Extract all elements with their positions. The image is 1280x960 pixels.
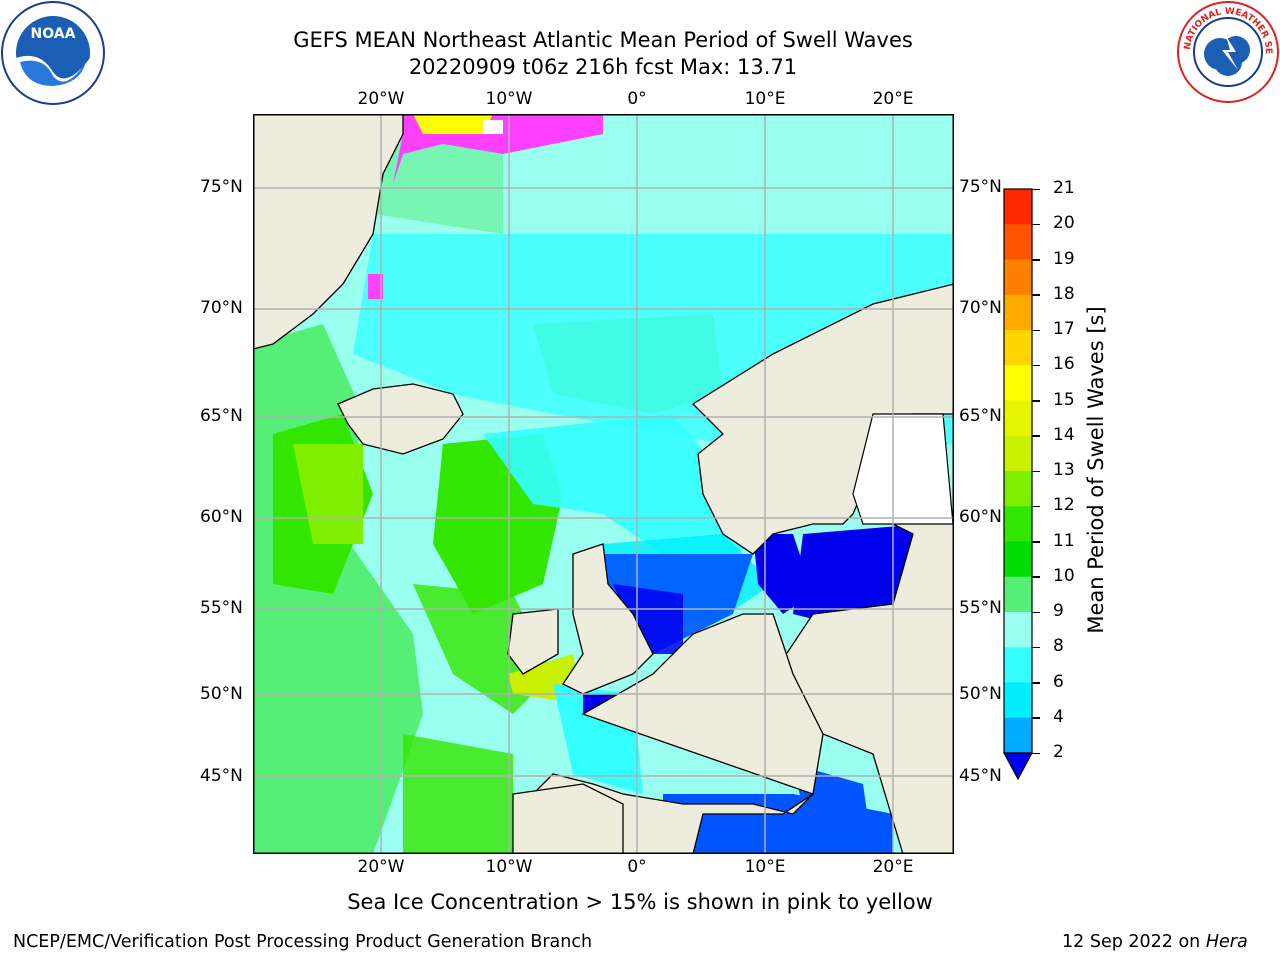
lat-label-left-45n: 45°N xyxy=(200,766,243,786)
colorbar-tick-label: 8 xyxy=(1053,636,1064,657)
colorbar-bin xyxy=(1004,506,1032,542)
footer-date-text: 12 Sep 2022 on xyxy=(1062,932,1206,952)
chart-title: GEFS MEAN Northeast Atlantic Mean Period… xyxy=(293,28,913,52)
iceland xyxy=(337,383,464,455)
footer-date: 12 Sep 2022 on Hera xyxy=(1062,932,1248,952)
land xyxy=(253,114,954,854)
lon-label-top-20w: 20°W xyxy=(357,89,405,109)
footer-host: Hera xyxy=(1205,932,1248,952)
map xyxy=(253,114,954,854)
lon-label-bottom-10w: 10°W xyxy=(485,857,533,877)
colorbar-bin xyxy=(1004,717,1032,754)
lat-label-right-70n: 70°N xyxy=(959,298,1002,318)
gridlines xyxy=(253,114,954,854)
colorbar-bin xyxy=(1004,189,1032,225)
lon-label-bottom-20e: 20°E xyxy=(872,857,914,877)
colorbar-bin xyxy=(1004,576,1032,613)
colorbar-tick-mark xyxy=(1032,188,1040,190)
colorbar-tick-label: 17 xyxy=(1053,319,1075,339)
colorbar xyxy=(1002,188,1034,781)
colorbar-tick-mark xyxy=(1032,505,1040,508)
colorbar-tick-mark xyxy=(1032,223,1040,226)
lon-label-top-10w: 10°W xyxy=(485,89,533,109)
colorbar-tick-label: 2 xyxy=(1053,742,1064,762)
colorbar-tick-mark xyxy=(1032,611,1040,613)
lat-label-right-45n: 45°N xyxy=(959,766,1002,786)
colorbar-tick-label: 19 xyxy=(1053,248,1075,269)
colorbar-bin xyxy=(1004,612,1032,648)
greenland xyxy=(253,114,404,350)
colorbar-tick-mark xyxy=(1032,294,1040,296)
colorbar-bin xyxy=(1004,365,1032,401)
gulf-of-bothnia xyxy=(852,413,954,525)
colorbar-tick-mark xyxy=(1032,259,1040,261)
colorbar-bin xyxy=(1004,400,1032,437)
colorbar-tick-mark xyxy=(1032,682,1040,684)
lon-label-bottom-20w: 20°W xyxy=(357,857,405,877)
colorbar-tick-label: 6 xyxy=(1053,671,1064,692)
colorbar-bin xyxy=(1004,435,1032,472)
nws-logo-icon: NATIONAL WEATHER SERVICE xyxy=(1176,0,1279,103)
lon-label-bottom-10e: 10°E xyxy=(744,857,786,877)
lat-label-left-70n: 70°N xyxy=(200,298,243,318)
lat-label-right-55n: 55°N xyxy=(959,598,1002,618)
colorbar-tick-label: 11 xyxy=(1053,530,1075,551)
colorbar-tick-label: 13 xyxy=(1053,460,1075,480)
colorbar-tick-mark xyxy=(1032,470,1040,472)
colorbar-tick-label: 15 xyxy=(1053,389,1075,410)
colorbar-tick-label: 12 xyxy=(1053,495,1075,516)
colorbar-tick-mark xyxy=(1032,576,1040,578)
lat-label-left-55n: 55°N xyxy=(200,598,243,618)
colorbar-bin xyxy=(1004,471,1032,507)
colorbar-tick-label: 18 xyxy=(1053,283,1075,304)
colorbar-tick-label: 20 xyxy=(1053,213,1075,234)
colorbar-tick-label: 21 xyxy=(1053,178,1075,198)
colorbar-title: Mean Period of Swell Waves [s] xyxy=(1084,306,1108,634)
lat-label-right-60n: 60°N xyxy=(959,507,1002,527)
scandinavia xyxy=(691,283,954,555)
lat-label-left-75n: 75°N xyxy=(200,177,243,197)
lat-label-left-60n: 60°N xyxy=(200,507,243,527)
colorbar-tick-mark xyxy=(1032,329,1040,331)
lat-label-right-50n: 50°N xyxy=(959,684,1002,704)
footer-credit: NCEP/EMC/Verification Post Processing Pr… xyxy=(13,932,593,952)
colorbar-tick-mark xyxy=(1032,717,1040,719)
colorbar-tick-mark xyxy=(1032,752,1040,754)
lat-label-right-75n: 75°N xyxy=(959,177,1002,197)
noaa-logo-text: NOAA xyxy=(31,26,76,42)
colorbar-tick-mark xyxy=(1032,541,1040,543)
colorbar-bin xyxy=(1004,330,1032,366)
colorbar-tick-label: 4 xyxy=(1053,706,1064,727)
iberia xyxy=(512,783,624,854)
lat-label-left-50n: 50°N xyxy=(200,684,243,704)
map-caption: Sea Ice Concentration > 15% is shown in … xyxy=(347,890,933,914)
colorbar-tick-mark xyxy=(1032,400,1040,402)
colorbar-tick-label: 14 xyxy=(1053,424,1075,445)
noaa-logo-icon: NOAA xyxy=(1,1,105,105)
colorbar-tick-label: 10 xyxy=(1053,565,1075,586)
colorbar-tick-label: 9 xyxy=(1053,601,1064,621)
great-britain xyxy=(562,543,654,695)
colorbar-tick-label: 16 xyxy=(1053,354,1075,375)
lon-label-top-0: 0° xyxy=(627,89,647,109)
chart-subtitle: 20220909 t06z 216h fcst Max: 13.71 xyxy=(408,55,798,79)
colorbar-tick-mark xyxy=(1032,364,1040,367)
lon-label-top-20e: 20°E xyxy=(872,89,914,109)
colorbar-bin xyxy=(1004,541,1032,578)
colorbar-bin xyxy=(1004,224,1032,260)
colorbar-extension xyxy=(1002,752,1034,781)
colorbar-tick-mark xyxy=(1032,435,1040,437)
lon-label-top-10e: 10°E xyxy=(744,89,786,109)
colorbar-bin xyxy=(1004,294,1032,331)
lat-label-left-65n: 65°N xyxy=(200,406,243,426)
lon-label-bottom-0: 0° xyxy=(627,857,647,877)
map-frame xyxy=(253,114,954,854)
colorbar-bin xyxy=(1004,647,1032,683)
sea-ice xyxy=(368,114,603,299)
colorbar-tick-mark xyxy=(1032,646,1040,649)
colorbar-bin xyxy=(1004,682,1032,719)
lat-label-right-65n: 65°N xyxy=(959,406,1002,426)
colorbar-bin xyxy=(1004,259,1032,296)
